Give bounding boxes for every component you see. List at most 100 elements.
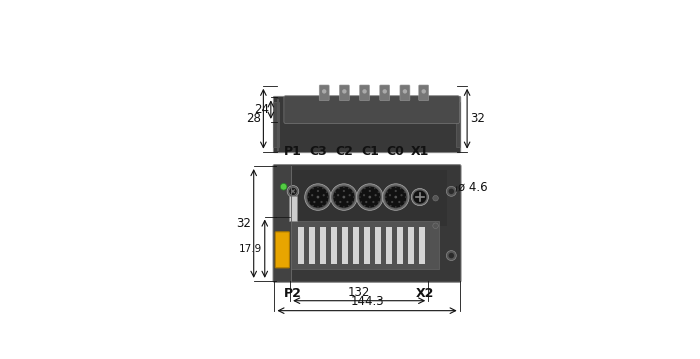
Circle shape — [390, 188, 391, 189]
Bar — [408, 227, 414, 264]
Circle shape — [398, 201, 400, 203]
Circle shape — [405, 196, 407, 198]
Text: P1: P1 — [284, 145, 302, 158]
Circle shape — [343, 206, 344, 208]
Circle shape — [322, 188, 324, 189]
Circle shape — [382, 89, 387, 94]
Text: 28: 28 — [246, 112, 260, 125]
Bar — [320, 227, 326, 264]
Text: ø 4.6: ø 4.6 — [458, 180, 488, 193]
Circle shape — [403, 201, 405, 203]
FancyBboxPatch shape — [273, 96, 461, 153]
Bar — [273, 102, 279, 147]
Circle shape — [338, 205, 339, 206]
Bar — [291, 221, 440, 269]
Circle shape — [309, 191, 310, 193]
Circle shape — [335, 191, 336, 193]
Circle shape — [280, 183, 287, 190]
Circle shape — [307, 186, 329, 208]
Circle shape — [317, 190, 319, 192]
Circle shape — [400, 194, 402, 196]
FancyBboxPatch shape — [275, 232, 289, 268]
Circle shape — [363, 89, 367, 94]
Circle shape — [326, 191, 328, 193]
Text: 144.3: 144.3 — [350, 295, 384, 308]
Circle shape — [386, 201, 388, 203]
Text: 17.9: 17.9 — [239, 244, 262, 254]
Circle shape — [385, 186, 407, 208]
Circle shape — [338, 188, 339, 189]
Circle shape — [400, 188, 402, 189]
Text: X2: X2 — [416, 287, 435, 300]
Circle shape — [391, 201, 393, 203]
Circle shape — [369, 206, 371, 208]
Circle shape — [369, 190, 371, 192]
Bar — [364, 227, 370, 264]
Bar — [456, 102, 461, 147]
Circle shape — [359, 196, 360, 198]
Circle shape — [374, 194, 377, 196]
Circle shape — [402, 89, 407, 94]
Circle shape — [330, 184, 357, 210]
Circle shape — [322, 205, 324, 206]
Bar — [291, 169, 447, 226]
Circle shape — [433, 195, 438, 201]
FancyBboxPatch shape — [360, 85, 370, 101]
FancyBboxPatch shape — [400, 85, 410, 101]
FancyBboxPatch shape — [340, 85, 349, 101]
Circle shape — [337, 194, 340, 196]
Text: C3: C3 — [309, 145, 327, 158]
Circle shape — [342, 89, 346, 94]
Circle shape — [343, 190, 345, 192]
Circle shape — [351, 191, 354, 193]
Circle shape — [307, 196, 309, 198]
Circle shape — [382, 184, 409, 210]
Circle shape — [386, 191, 388, 193]
Circle shape — [317, 206, 318, 208]
Circle shape — [447, 251, 456, 261]
Circle shape — [333, 196, 335, 198]
Text: P2: P2 — [284, 287, 302, 300]
Circle shape — [311, 194, 314, 196]
Circle shape — [349, 194, 351, 196]
Circle shape — [280, 243, 287, 250]
Text: 24: 24 — [253, 103, 269, 116]
Circle shape — [395, 186, 397, 188]
Circle shape — [312, 205, 314, 206]
Circle shape — [412, 188, 428, 206]
Circle shape — [364, 188, 365, 189]
Bar — [288, 196, 297, 221]
Bar — [309, 227, 315, 264]
Circle shape — [287, 186, 299, 197]
Circle shape — [342, 196, 345, 199]
Text: C2: C2 — [335, 145, 353, 158]
Circle shape — [353, 196, 355, 198]
Circle shape — [348, 205, 350, 206]
Circle shape — [377, 201, 379, 203]
Circle shape — [365, 201, 368, 203]
Circle shape — [327, 196, 329, 198]
Circle shape — [372, 201, 375, 203]
Circle shape — [369, 186, 371, 188]
Circle shape — [356, 184, 383, 210]
Circle shape — [433, 223, 438, 229]
Circle shape — [289, 187, 297, 196]
Circle shape — [309, 201, 310, 203]
Text: 132: 132 — [348, 285, 370, 298]
Circle shape — [316, 196, 319, 199]
Bar — [397, 227, 403, 264]
Circle shape — [323, 194, 325, 196]
FancyBboxPatch shape — [419, 85, 428, 101]
Circle shape — [360, 201, 362, 203]
Text: C1: C1 — [361, 145, 379, 158]
FancyBboxPatch shape — [380, 85, 390, 101]
Circle shape — [395, 206, 397, 208]
Circle shape — [364, 205, 365, 206]
Circle shape — [332, 186, 355, 208]
Circle shape — [340, 201, 342, 203]
Circle shape — [351, 201, 354, 203]
Bar — [419, 227, 426, 264]
Circle shape — [317, 186, 318, 188]
Circle shape — [403, 191, 405, 193]
Circle shape — [322, 89, 326, 94]
